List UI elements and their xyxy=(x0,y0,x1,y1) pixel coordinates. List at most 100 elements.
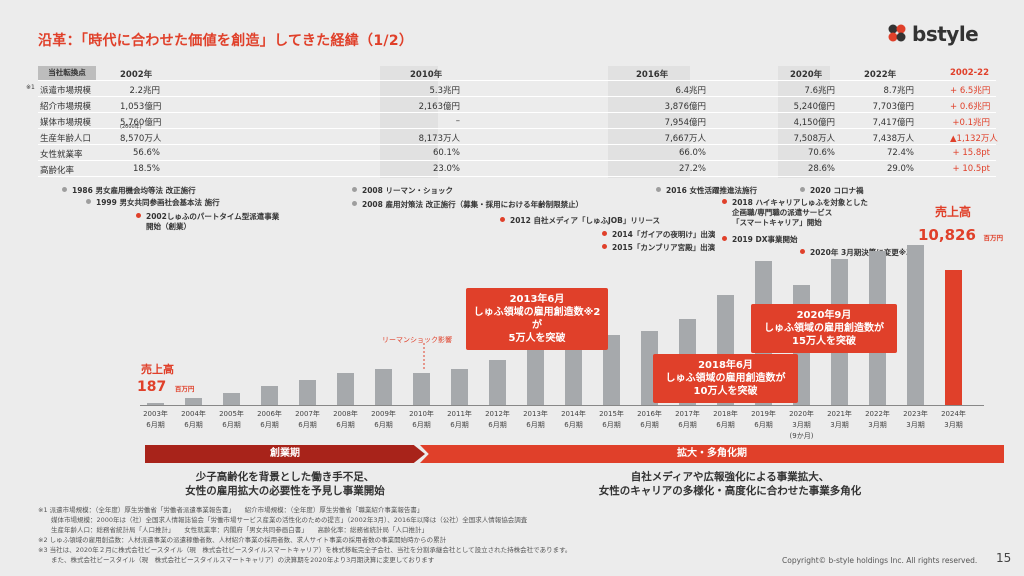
footnote-line: 媒体市場規模：2000年は（社）全国求人情報誌協会「労働市場サービス産業の活性化… xyxy=(38,516,528,524)
x-tick-line: 2019年 xyxy=(751,410,776,418)
bullet-icon xyxy=(500,217,505,222)
x-tick-line: 6月期 xyxy=(602,421,621,429)
x-tick-line: 2018年 xyxy=(713,410,738,418)
table-cell: 27.2% xyxy=(678,164,706,174)
table-cell: 7,703億円 xyxy=(872,102,914,112)
x-tick-line: 2007年 xyxy=(295,410,320,418)
footnotes: ※1 派遣市場規模：（全年度）厚生労働省「労働者派遣事業報告書」 紹介市場規模：… xyxy=(38,505,571,565)
table-row: 派遣市場規模 2.2兆円 5.3兆円 6.4兆円 7.6兆円 8.7兆円 + 6.5兆円 xyxy=(38,82,996,97)
event-item: 2018 ハイキャリアしゅふを対象とした 企画職/専門職の派遣サービス 「スマートキ… xyxy=(722,198,868,228)
bullet-icon xyxy=(656,187,661,192)
event-item: 2008 雇用対策法 改正施行（募集・採用における年齢制限禁止） xyxy=(352,200,583,210)
x-tick-line: 3月期 xyxy=(944,421,963,429)
callout-2020-line3: 15万人を突破 xyxy=(792,336,856,347)
event-text: 2019 DX事業開始 xyxy=(732,235,798,244)
x-tick-line: 6月期 xyxy=(336,421,355,429)
table-cell: 1,053億円 xyxy=(120,102,162,112)
event-item: 2014「ガイアの夜明け」出演 xyxy=(602,230,715,240)
chart-bar xyxy=(945,269,962,405)
bullet-icon xyxy=(602,231,607,236)
last-sales-label: 売上高 xyxy=(935,205,972,219)
x-tick-label: 2013年 6月期 xyxy=(517,409,555,431)
chart-bar xyxy=(907,245,924,405)
x-tick-label: 2010年 6月期 xyxy=(403,409,441,431)
table-row: 生産年齢人口 8,570万人 8,173万人 7,667万人 7,508万人 7,438万… xyxy=(38,130,998,145)
x-tick-label: 2014年 6月期 xyxy=(555,409,593,431)
x-tick-line: 2017年 xyxy=(675,410,700,418)
table-cell: 7,667万人 xyxy=(664,134,706,144)
x-tick-label: 2023年 3月期 xyxy=(897,409,935,431)
chart-baseline xyxy=(140,405,984,406)
table-cell: 8,570万人 xyxy=(120,134,162,144)
col-highlight-2010 xyxy=(380,66,438,178)
callout-2020: 2020年9月 しゅふ領域の雇用創造数が 15万人を突破 xyxy=(751,304,897,353)
last-sales-unit: 百万円 xyxy=(983,234,1003,242)
table-cell: 28.6% xyxy=(807,164,835,174)
phase-founding-desc: 少子高齢化を背景とした働き手不足、 女性の雇用拡大の必要性を予見し事業開始 xyxy=(150,470,420,498)
phase-expansion-desc-line2: 女性のキャリアの多様化・高度化に合わせた事業多角化 xyxy=(598,485,862,497)
table-cell: 56.6% xyxy=(132,148,160,158)
table-cell: + 15.8pt xyxy=(952,148,990,158)
x-tick-label: 2019年 6月期 xyxy=(745,409,783,431)
x-tick-label: 2016年 6月期 xyxy=(631,409,669,431)
table-row-label: 派遣市場規模 xyxy=(40,86,92,96)
x-tick-label: 2005年 6月期 xyxy=(213,409,251,431)
table-cell: + 10.5pt xyxy=(952,164,990,174)
x-tick-line: 2010年 xyxy=(409,410,434,418)
x-tick-line: 2020年 xyxy=(789,410,814,418)
x-tick-line: 2008年 xyxy=(333,410,358,418)
table-cell: 8.7兆円 xyxy=(883,86,914,96)
footnote-line: ※1 派遣市場規模：（全年度）厚生労働省「労働者派遣事業報告書」 紹介市場規模：… xyxy=(38,506,424,514)
callout-2013-line3: 5万人を突破 xyxy=(508,333,566,344)
x-tick-line: 2004年 xyxy=(181,410,206,418)
callout-2013-date: 2013年6月 xyxy=(509,294,565,305)
bullet-icon xyxy=(136,213,141,218)
phase-founding-desc-line2: 女性の雇用拡大の必要性を予見し事業開始 xyxy=(185,485,385,497)
bullet-icon xyxy=(352,187,357,192)
event-text: 2012 自社メディア「しゅふJOB」リリース xyxy=(510,216,660,225)
table-cell: 6.4兆円 xyxy=(675,86,706,96)
event-item: 2016 女性活躍推進法施行 xyxy=(656,186,757,196)
x-tick-line: 2014年 xyxy=(561,410,586,418)
x-tick-line: 6月期 xyxy=(450,421,469,429)
x-tick-line: 2023年 xyxy=(903,410,928,418)
table-cell: 7,417億円 xyxy=(872,118,914,128)
event-item: 2015「カンブリア宮殿」出演 xyxy=(602,243,715,253)
bullet-icon xyxy=(722,199,727,204)
x-tick-line: 6月期 xyxy=(412,421,431,429)
phase-expansion-desc-line1: 自社メディアや広報強化による事業拡大、 xyxy=(630,471,830,483)
first-sales-unit: 百万円 xyxy=(174,385,195,393)
col-highlight-2016 xyxy=(608,66,690,178)
table-row: 高齢化率 18.5% 23.0% 27.2% 28.6% 29.0% + 10.5pt xyxy=(38,162,996,177)
callout-2020-date: 2020年9月 xyxy=(796,310,852,321)
x-tick-label: 2024年 3月期 xyxy=(935,409,973,431)
logo: bstyle xyxy=(886,22,979,46)
chart-bar xyxy=(375,368,392,405)
table-cell: ▲1,132万人 xyxy=(950,134,998,144)
first-sales-value: 187 xyxy=(137,379,167,395)
logo-text: bstyle xyxy=(912,22,979,46)
chart-bar xyxy=(223,392,240,405)
table-cell: + 0.6兆円 xyxy=(950,102,991,112)
last-sales-value-group: 10,826 百万円 xyxy=(918,225,1003,244)
chart-bar xyxy=(337,372,354,405)
x-tick-label: 2015年 6月期 xyxy=(593,409,631,431)
x-tick-line: 3月期 xyxy=(906,421,925,429)
x-tick-label: 2004年 6月期 xyxy=(175,409,213,431)
table-row: 媒体市場規模 5,760億円 – 7,954億円 4,150億円 7,417億円 +0.1兆… xyxy=(38,114,996,130)
x-tick-line: 3月期 xyxy=(792,421,811,429)
event-item: 2002しゅふのパートタイム型派遣事業 開始（創業） xyxy=(136,212,279,232)
table-cell: – xyxy=(455,116,460,126)
copyright: Copyright© b-style holdings Inc. All rig… xyxy=(782,556,978,565)
phase-founding: 創業期 xyxy=(145,445,425,463)
x-tick-line: 3月期 xyxy=(830,421,849,429)
event-text: 2015「カンブリア宮殿」出演 xyxy=(612,243,716,252)
event-item: 2019 DX事業開始 xyxy=(722,235,798,245)
event-text: 2020年 3月期決算に変更※3 xyxy=(810,248,912,257)
x-tick-label: 2006年 6月期 xyxy=(251,409,289,431)
event-item: 1986 男女雇用機会均等法 改正施行 xyxy=(62,186,196,196)
chart-bar xyxy=(527,348,544,405)
table-cell: 8,173万人 xyxy=(418,134,460,144)
event-text: 2018 ハイキャリアしゅふを対象とした xyxy=(732,198,868,207)
x-tick-label: 2020年 3月期 (9か月) xyxy=(783,409,821,442)
